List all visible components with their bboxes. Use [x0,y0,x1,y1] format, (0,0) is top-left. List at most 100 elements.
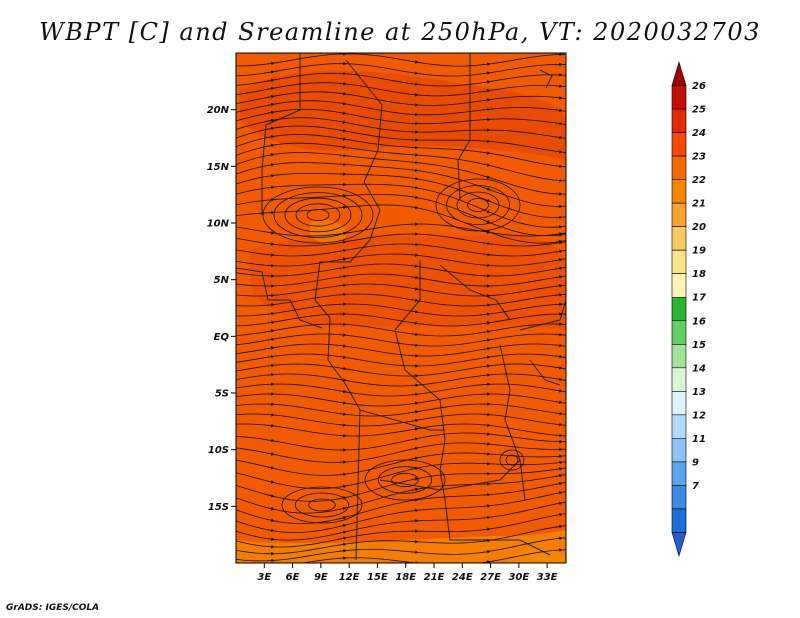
streamline-arrow [554,121,563,126]
colorbar-segment [671,85,687,110]
streamline-arrow [482,423,491,428]
streamline [236,353,566,367]
streamline-arrow [338,536,347,541]
streamline [300,549,566,563]
map-plot-area[interactable] [231,52,567,569]
streamline-arrow [554,512,563,517]
streamline-arrow [554,135,563,140]
streamline-arrow [482,163,491,167]
streamline [236,303,566,317]
streamline [236,117,566,139]
streamline-arrow [338,506,347,511]
colorbar: 26 25 24 23 22 21 20 19 18 17 16 15 14 13 12 11 9 7 [671,60,706,558]
lon-tick-label: 15E [367,572,388,583]
streamline-vortex [391,472,419,488]
streamline-arrow [266,302,275,307]
streamline-arrow [482,175,491,179]
wbpt-shading [236,70,566,563]
streamline [236,491,566,533]
colorbar-label: 19 [692,246,706,257]
colorbar-segment [671,249,687,275]
streamline-arrow [410,418,419,423]
streamline-arrow [338,248,347,253]
streamline-arrow [554,389,563,393]
grads-credit: GrADS: IGES/COLA [6,603,100,613]
streamline-arrow [266,70,275,74]
streamline-arrow [482,312,491,317]
streamline-arrow [410,205,419,210]
streamline-arrow [410,427,419,431]
streamline-arrow [266,253,275,257]
wbpt-patch [250,235,566,330]
colorbar-segment [671,202,687,227]
streamline-arrow [554,536,563,541]
colorbar-label: 24 [692,128,706,139]
wbpt-patch [240,70,566,160]
streamline-arrow [410,287,419,291]
streamline-arrow [482,80,491,84]
streamline-arrow [410,392,419,397]
streamline-arrow [554,460,563,465]
streamline-arrow [266,230,275,235]
colorbar-segment [671,485,687,510]
lon-tick-label: 30E [508,572,529,583]
streamline-vortex [377,466,433,494]
streamline-arrow [554,354,563,359]
streamline-arrow [338,472,347,477]
streamline [236,253,566,267]
streamline-vortex [505,454,519,466]
streamline-arrow [266,242,275,246]
streamline-arrow [482,89,491,93]
lon-tick-label: 6E [286,572,300,583]
streamline [236,423,566,437]
streamline-vortex [262,186,374,244]
streamline-arrow [482,442,491,446]
streamline-arrow [266,173,275,178]
streamline-vortex [435,178,521,232]
streamline-arrow [266,78,275,83]
streamline-arrow [338,265,347,270]
colorbar-label: 13 [692,387,706,398]
streamline-arrow [482,107,491,112]
streamline-arrow [554,377,563,382]
streamline-arrow [554,343,563,348]
streamline-arrow [554,366,563,370]
streamline-arrow [338,355,347,359]
lon-tick-label: 3E [257,572,271,583]
streamline-arrow [482,62,491,66]
streamline-arrow [482,98,491,102]
streamline-arrow [338,240,347,244]
streamline-arrow [482,71,491,75]
wbpt-patch [505,548,566,563]
colorbar-segment [671,320,687,345]
streamline-arrow [338,205,347,210]
streamline-arrow [266,363,275,368]
streamline-arrow [338,401,347,405]
streamline-arrow [266,329,275,333]
streamline [236,501,566,541]
lon-tick-label: 24E [452,572,473,583]
colorbar-label: 21 [692,199,706,210]
colorbar-label: 15 [692,340,706,351]
streamline [236,393,566,407]
streamline [236,481,566,525]
streamline-arrow [410,508,419,513]
streamline [236,525,566,555]
streamline-arrow [266,94,275,99]
streamline [236,343,566,357]
streamline-arrow [266,118,275,123]
streamline-arrow [554,411,563,416]
streamline-arrow [266,61,275,66]
streamline-arrow [482,241,491,246]
colorbar-segment [671,108,687,133]
streamline-arrow [482,230,491,234]
streamline-arrow [410,275,419,280]
streamline [236,513,566,548]
colorbar-segment [671,155,687,180]
streamline-arrow [482,219,491,224]
streamline-arrow [410,401,419,406]
streamline-arrow [338,137,347,141]
streamline-vortex [467,198,489,212]
streamline-arrow [482,346,491,351]
